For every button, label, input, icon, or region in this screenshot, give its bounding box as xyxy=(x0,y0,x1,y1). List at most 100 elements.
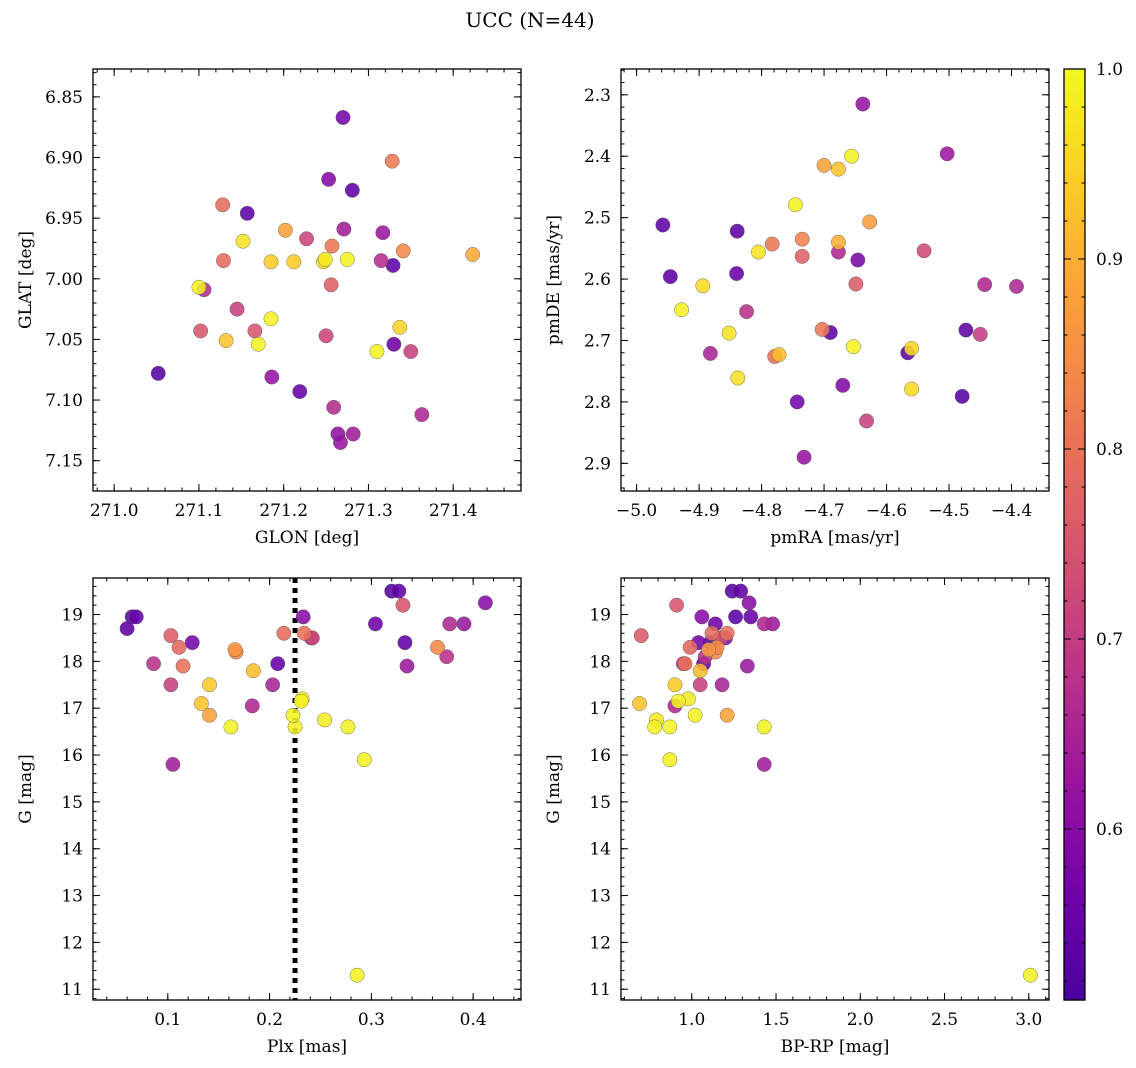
x-tick-label: 271.1 xyxy=(175,501,224,521)
scatter-point xyxy=(392,319,408,335)
scatter-point xyxy=(439,649,455,665)
scatter-point xyxy=(789,394,805,410)
scatter-point xyxy=(323,277,339,293)
colorbar-segment xyxy=(1064,984,1085,993)
colorbar-segment xyxy=(1064,84,1085,93)
colorbar-segment xyxy=(1064,627,1085,636)
colorbar-tick-label: 0.9 xyxy=(1096,250,1123,270)
scatter-point xyxy=(326,399,342,415)
scatter-point xyxy=(356,752,372,768)
scatter-point xyxy=(704,625,720,641)
scatter-point xyxy=(794,248,810,264)
scatter-point xyxy=(335,110,351,125)
colorbar-segment xyxy=(1064,286,1085,295)
y-tick-label: 18 xyxy=(61,652,83,672)
scatter-point xyxy=(692,677,708,693)
x-tick-label: 2.5 xyxy=(931,1010,958,1030)
scatter-point xyxy=(771,347,787,363)
y-tick-label: 14 xyxy=(61,840,83,860)
scatter-point xyxy=(239,205,255,221)
scatter-point xyxy=(669,597,685,613)
colorbar-segment xyxy=(1064,806,1085,815)
colorbar-segment xyxy=(1064,914,1085,924)
scatter-point xyxy=(345,426,361,442)
colorbar-segment xyxy=(1064,844,1085,854)
scatter-point xyxy=(667,677,683,693)
scatter-point xyxy=(714,677,730,693)
scatter-point xyxy=(662,719,678,735)
colorbar-segment xyxy=(1064,472,1085,481)
y-tick-label: 13 xyxy=(589,887,611,907)
colorbar-segment xyxy=(1064,612,1085,621)
colorbar-segment xyxy=(1064,705,1085,714)
colorbar-segment xyxy=(1064,643,1085,652)
y-tick-label: 12 xyxy=(589,933,611,953)
y-tick-label: 2.3 xyxy=(584,86,611,106)
scatter-point xyxy=(794,231,810,247)
scatter-point xyxy=(391,583,407,599)
colorbar-segment xyxy=(1064,76,1085,86)
colorbar-segment xyxy=(1064,348,1085,357)
x-tick-label: 271.0 xyxy=(90,501,139,521)
x-tick-label: −4.5 xyxy=(928,501,969,521)
colorbar-segment xyxy=(1064,154,1085,163)
y-tick-label: 16 xyxy=(589,746,611,766)
scatter-point xyxy=(741,595,757,611)
colorbar-segment xyxy=(1064,511,1085,520)
scatter-point xyxy=(430,639,445,655)
colorbar-segment xyxy=(1064,208,1085,218)
y-tick-label: 19 xyxy=(61,606,83,626)
colorbar-segment xyxy=(1064,123,1085,132)
colorbar-segment xyxy=(1064,293,1085,303)
scatter-point xyxy=(739,658,755,674)
scatter-point xyxy=(333,435,348,450)
colorbar-segment xyxy=(1064,100,1085,109)
scatter-point xyxy=(264,369,280,385)
scatter-point xyxy=(904,341,919,356)
scatter-point xyxy=(465,247,481,262)
colorbar-segment xyxy=(1064,751,1085,761)
colorbar-segment xyxy=(1064,666,1085,675)
colorbar-segment xyxy=(1064,379,1085,388)
colorbar-segment xyxy=(1064,449,1085,458)
scatter-point xyxy=(344,182,360,198)
y-tick-label: 7.05 xyxy=(45,330,83,350)
x-tick-label: 3.0 xyxy=(1015,1010,1042,1030)
scatter-point xyxy=(814,322,830,337)
x-tick-label: −4.9 xyxy=(678,501,719,521)
colorbar-segment xyxy=(1064,480,1085,489)
scatter-point xyxy=(756,757,772,772)
x-tick-label: −4.6 xyxy=(866,501,907,521)
colorbar-segment xyxy=(1064,557,1085,567)
scatter-point xyxy=(223,719,239,735)
y-tick-label: 17 xyxy=(589,699,611,719)
scatter-point xyxy=(739,304,754,320)
scatter-point xyxy=(324,238,340,254)
scatter-point xyxy=(677,656,693,672)
scatter-point xyxy=(128,609,144,625)
scatter-point xyxy=(633,628,649,644)
scatter-point xyxy=(285,707,301,723)
colorbar-segment xyxy=(1064,937,1085,947)
scatter-point xyxy=(694,609,710,625)
scatter-point xyxy=(321,171,337,187)
scatter-point xyxy=(954,389,970,404)
colorbar-segment xyxy=(1064,138,1085,148)
colorbar-segment xyxy=(1064,945,1085,955)
scatter-point xyxy=(848,276,864,292)
scatter-point xyxy=(831,161,846,177)
scatter-point xyxy=(695,278,711,294)
colorbar-segment xyxy=(1064,115,1085,124)
scatter-point xyxy=(719,707,735,723)
colorbar-tick-label: 1.0 xyxy=(1096,60,1123,80)
colorbar-tick-label: 0.8 xyxy=(1096,440,1123,460)
scatter-point xyxy=(317,712,332,728)
scatter-point xyxy=(728,609,743,625)
scatter-point xyxy=(719,625,735,641)
scatter-point xyxy=(375,225,391,241)
scatter-point xyxy=(384,153,400,169)
panel-sky: 271.0 271.1 271.2 271.3 271.4 6.85 6.90 6.95 7.0… xyxy=(16,68,522,548)
colorbar-segment xyxy=(1064,604,1085,613)
colorbar-segment xyxy=(1064,860,1085,869)
scatter-point xyxy=(386,336,402,352)
